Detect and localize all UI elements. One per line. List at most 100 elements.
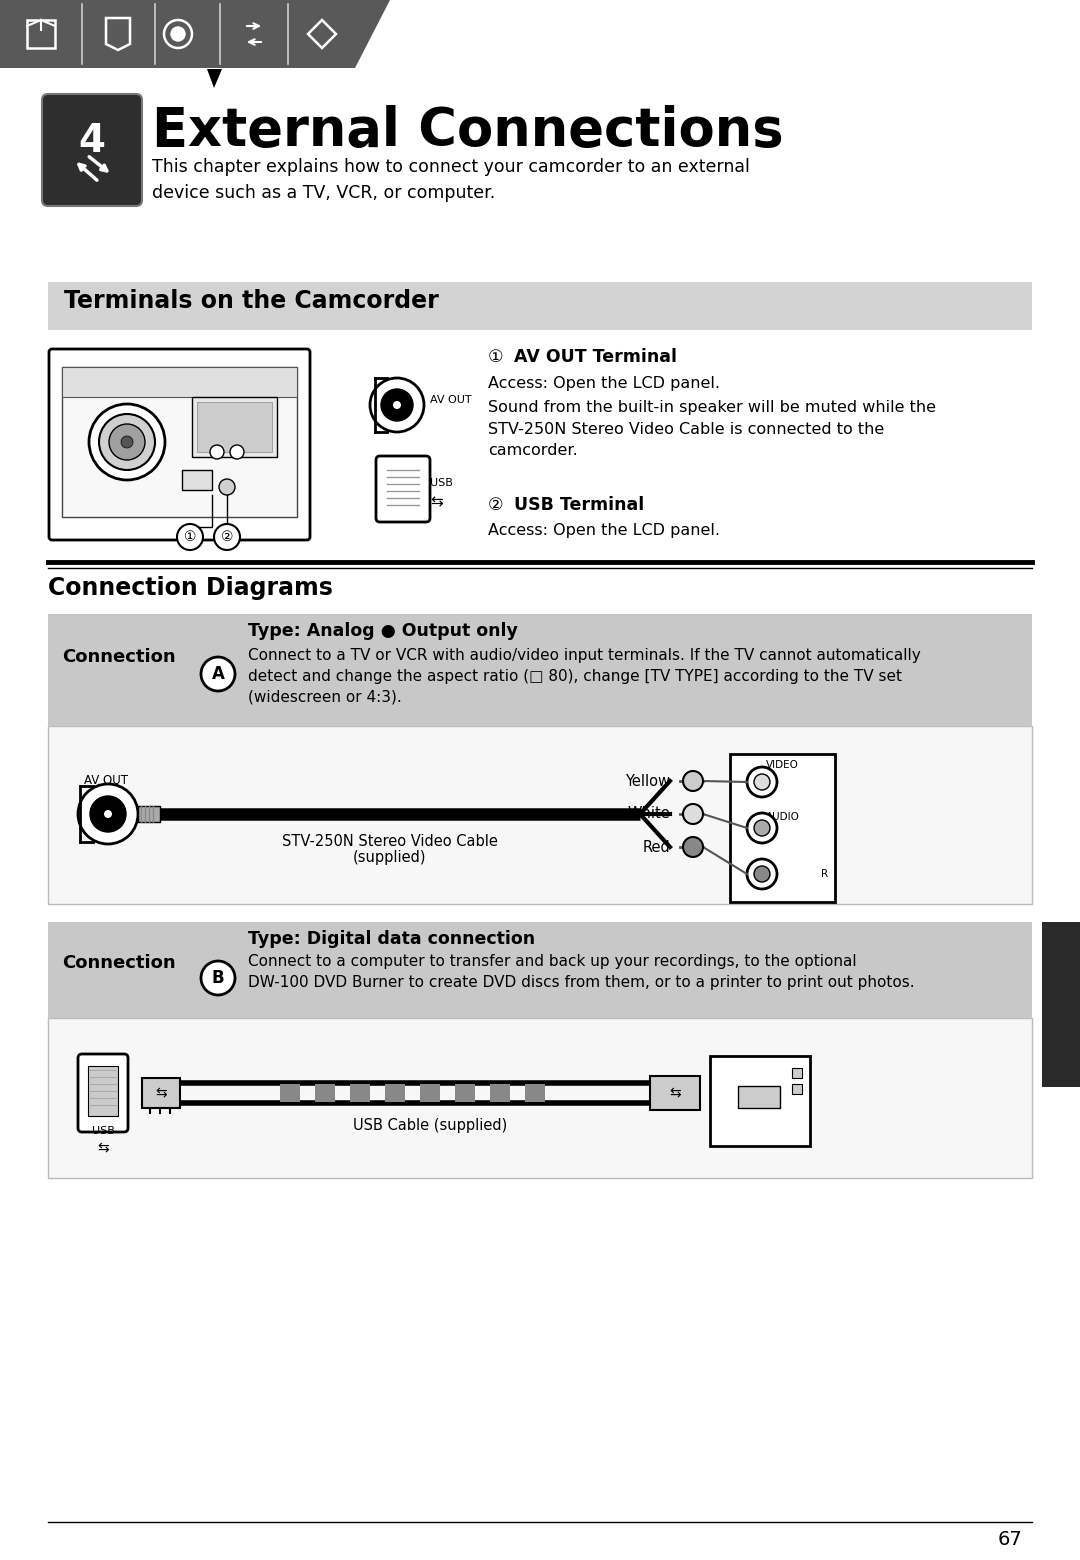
Bar [420, 1084, 440, 1101]
Text: STV-250N Stereo Video Cable: STV-250N Stereo Video Cable [282, 835, 498, 849]
Circle shape [89, 404, 165, 480]
Bar [62, 367, 297, 396]
Bar [650, 1076, 700, 1111]
Bar [48, 1019, 1032, 1178]
Text: Type: Digital data connection: Type: Digital data connection [248, 930, 535, 948]
Text: Connect to a TV or VCR with audio/video input terminals. If the TV cannot automa: Connect to a TV or VCR with audio/video … [248, 647, 921, 705]
Text: ⇆: ⇆ [430, 495, 443, 509]
Polygon shape [0, 0, 390, 69]
FancyBboxPatch shape [78, 1055, 129, 1133]
Text: Type: Analog ● Output only: Type: Analog ● Output only [248, 622, 518, 640]
Text: ②: ② [488, 496, 503, 513]
Bar [1042, 922, 1080, 1087]
Circle shape [104, 810, 112, 817]
Text: Connection: Connection [62, 955, 176, 972]
Circle shape [171, 27, 185, 41]
Bar [192, 396, 276, 457]
Bar [350, 1084, 370, 1101]
Circle shape [201, 961, 235, 995]
Text: USB: USB [430, 477, 453, 488]
Text: ⇆: ⇆ [97, 1140, 109, 1154]
Bar [792, 1084, 802, 1094]
Bar [183, 470, 212, 490]
Circle shape [370, 378, 424, 432]
Text: A: A [212, 665, 225, 683]
Text: 4: 4 [79, 122, 106, 161]
Text: USB Cable (supplied): USB Cable (supplied) [353, 1119, 508, 1133]
Bar [48, 922, 1032, 1019]
Text: AUDIO: AUDIO [766, 813, 799, 822]
Bar [490, 1084, 510, 1101]
Polygon shape [207, 69, 222, 87]
Bar [197, 402, 272, 452]
Text: Terminals on the Camcorder: Terminals on the Camcorder [64, 289, 438, 314]
Text: Yellow: Yellow [625, 774, 670, 788]
Bar [710, 1056, 810, 1147]
Circle shape [219, 479, 235, 495]
Circle shape [754, 866, 770, 881]
Bar [141, 1078, 180, 1108]
Bar [455, 1084, 475, 1101]
Bar [138, 807, 160, 822]
Text: (supplied): (supplied) [353, 850, 427, 864]
Circle shape [177, 524, 203, 551]
Circle shape [381, 388, 413, 421]
Circle shape [683, 771, 703, 791]
Bar [62, 367, 297, 516]
Text: Sound from the built-in speaker will be muted while the
STV-250N Stereo Video Ca: Sound from the built-in speaker will be … [488, 399, 936, 459]
Bar [48, 282, 1032, 331]
Text: AV OUT: AV OUT [84, 774, 129, 786]
Text: Access: Open the LCD panel.: Access: Open the LCD panel. [488, 523, 720, 538]
Bar [48, 615, 1032, 725]
Circle shape [747, 768, 777, 797]
Circle shape [754, 821, 770, 836]
Text: AV OUT: AV OUT [430, 395, 472, 406]
Text: ①: ① [184, 530, 197, 544]
FancyBboxPatch shape [42, 94, 141, 206]
Circle shape [214, 524, 240, 551]
Text: Access: Open the LCD panel.: Access: Open the LCD panel. [488, 376, 720, 392]
Text: USB: USB [92, 1126, 114, 1136]
Bar [87, 1065, 118, 1115]
Text: USB Terminal: USB Terminal [508, 496, 645, 513]
Text: ①: ① [488, 348, 503, 367]
Text: R: R [822, 869, 828, 878]
Text: ⇆: ⇆ [670, 1086, 680, 1100]
Bar [48, 725, 1032, 903]
Text: 67: 67 [997, 1530, 1022, 1549]
Circle shape [201, 657, 235, 691]
Circle shape [230, 445, 244, 459]
Circle shape [121, 435, 133, 448]
Text: ②: ② [220, 530, 233, 544]
Text: B: B [212, 969, 225, 987]
Bar [280, 1084, 300, 1101]
FancyBboxPatch shape [49, 349, 310, 540]
Text: External Connections: External Connections [152, 105, 784, 158]
Circle shape [754, 774, 770, 789]
Text: Connection: Connection [62, 647, 176, 666]
Text: White: White [627, 807, 670, 822]
Circle shape [109, 424, 145, 460]
Text: VIDEO: VIDEO [766, 760, 799, 771]
Circle shape [683, 838, 703, 856]
Bar [730, 753, 835, 902]
Circle shape [683, 803, 703, 824]
FancyBboxPatch shape [376, 456, 430, 523]
Text: AV OUT Terminal: AV OUT Terminal [508, 348, 677, 367]
Text: Connection Diagrams: Connection Diagrams [48, 576, 333, 601]
Bar [738, 1086, 780, 1108]
Text: This chapter explains how to connect your camcorder to an external
device such a: This chapter explains how to connect you… [152, 158, 750, 203]
Circle shape [747, 860, 777, 889]
Bar [384, 1084, 405, 1101]
Bar [315, 1084, 335, 1101]
Circle shape [747, 813, 777, 842]
Circle shape [78, 785, 138, 844]
Text: ⇆: ⇆ [156, 1086, 166, 1100]
Text: Connect to a computer to transfer and back up your recordings, to the optional
D: Connect to a computer to transfer and ba… [248, 955, 915, 991]
Circle shape [90, 796, 126, 831]
Text: Red: Red [643, 839, 670, 855]
Circle shape [210, 445, 224, 459]
Circle shape [393, 401, 401, 409]
Bar [792, 1069, 802, 1078]
Bar [525, 1084, 545, 1101]
